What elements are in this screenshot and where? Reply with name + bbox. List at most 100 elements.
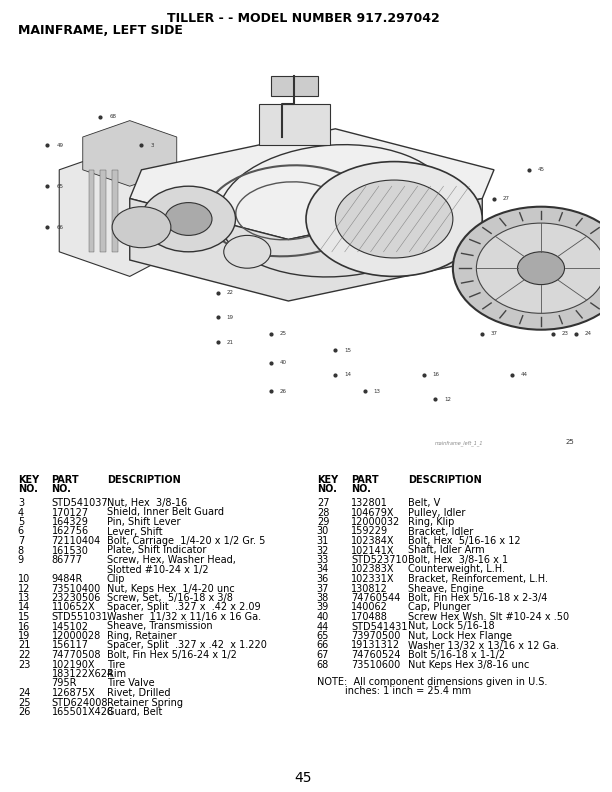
Text: Nut, Lock Hex Flange: Nut, Lock Hex Flange [408, 631, 512, 641]
Text: Counterweight, L.H.: Counterweight, L.H. [408, 565, 505, 574]
Text: 68: 68 [317, 660, 329, 669]
Text: 14: 14 [18, 603, 30, 612]
Text: Clip: Clip [107, 574, 125, 584]
Text: Sheave, Transmission: Sheave, Transmission [107, 622, 212, 631]
Text: Rivet, Drilled: Rivet, Drilled [107, 688, 170, 698]
Text: 162756: 162756 [51, 527, 89, 536]
Text: Shaft, Idler Arm: Shaft, Idler Arm [408, 546, 485, 555]
Text: DESCRIPTION: DESCRIPTION [107, 475, 181, 485]
Text: NOTE:  All component dimensions given in U.S.: NOTE: All component dimensions given in … [317, 677, 547, 687]
Text: KEY: KEY [18, 475, 39, 485]
Circle shape [141, 186, 236, 252]
Text: 44: 44 [317, 622, 329, 631]
Text: mainframe_left_1_1: mainframe_left_1_1 [435, 440, 483, 446]
Text: PART: PART [51, 475, 79, 485]
Text: 25: 25 [280, 331, 286, 337]
Text: 16: 16 [18, 622, 30, 631]
Polygon shape [59, 145, 177, 276]
Text: 12000032: 12000032 [351, 517, 401, 527]
Text: Bolt, Hex  3/8-16 x 1: Bolt, Hex 3/8-16 x 1 [408, 555, 508, 565]
Text: Tire: Tire [107, 660, 125, 669]
Text: 19131312: 19131312 [351, 641, 401, 650]
Text: NO.: NO. [351, 484, 371, 494]
Text: 36: 36 [317, 574, 329, 584]
Text: Shield, Inner Belt Guard: Shield, Inner Belt Guard [107, 508, 224, 517]
Text: 6: 6 [18, 527, 24, 536]
Text: 102141X: 102141X [351, 546, 395, 555]
Text: 13: 13 [373, 389, 381, 394]
Text: 159229: 159229 [351, 527, 389, 536]
Text: 86777: 86777 [51, 555, 83, 565]
Text: Tire Valve: Tire Valve [107, 679, 155, 688]
Text: 170488: 170488 [351, 612, 389, 622]
Text: 49: 49 [56, 143, 63, 147]
Text: Pulley, Idler: Pulley, Idler [408, 508, 465, 517]
Text: 65: 65 [56, 184, 63, 188]
Text: 74760544: 74760544 [351, 593, 401, 603]
Text: Bracket, Reinforcement, L.H.: Bracket, Reinforcement, L.H. [408, 574, 548, 584]
Text: PART: PART [351, 475, 379, 485]
Polygon shape [271, 75, 318, 96]
Text: 145102: 145102 [51, 622, 89, 631]
Text: 68: 68 [109, 114, 116, 119]
Text: 156117: 156117 [51, 641, 89, 650]
Text: 13: 13 [18, 593, 30, 603]
Polygon shape [130, 199, 482, 301]
Text: 102384X: 102384X [351, 536, 395, 546]
Text: Spacer, Split  .327 x  .42 x 2.09: Spacer, Split .327 x .42 x 2.09 [107, 603, 261, 612]
Text: DESCRIPTION: DESCRIPTION [408, 475, 482, 485]
Text: 29: 29 [317, 517, 329, 527]
Text: 14: 14 [344, 372, 351, 377]
Text: Slotted #10-24 x 1/2: Slotted #10-24 x 1/2 [107, 565, 209, 574]
Text: Washer 13/32 x 13/16 x 12 Ga.: Washer 13/32 x 13/16 x 12 Ga. [408, 641, 559, 650]
Text: 140062: 140062 [351, 603, 389, 612]
Text: 4: 4 [18, 508, 24, 517]
Text: Spacer, Split  .327 x .42  x 1.220: Spacer, Split .327 x .42 x 1.220 [107, 641, 267, 650]
Text: 102383X: 102383X [351, 565, 395, 574]
Text: 74760524: 74760524 [351, 650, 401, 660]
Text: 72110404: 72110404 [51, 536, 101, 546]
Polygon shape [130, 129, 494, 239]
Ellipse shape [306, 162, 482, 276]
Text: Bracket, Idler: Bracket, Idler [408, 527, 473, 536]
Text: Sheave, Engine: Sheave, Engine [408, 584, 483, 593]
Text: STD551031: STD551031 [51, 612, 108, 622]
Ellipse shape [335, 180, 453, 258]
Text: MAINFRAME, LEFT SIDE: MAINFRAME, LEFT SIDE [18, 24, 183, 36]
Text: Screw, Set,  5/16-18 x 3/8: Screw, Set, 5/16-18 x 3/8 [107, 593, 233, 603]
Text: 28: 28 [317, 508, 329, 517]
Text: 19: 19 [18, 631, 30, 641]
Text: 45: 45 [538, 167, 545, 173]
Text: 3: 3 [18, 498, 24, 508]
Polygon shape [100, 169, 106, 252]
Text: 24: 24 [18, 688, 30, 698]
Text: Lever, Shift: Lever, Shift [107, 527, 163, 536]
Text: Retainer Spring: Retainer Spring [107, 698, 183, 707]
Text: 15: 15 [18, 612, 30, 622]
Text: 19: 19 [226, 315, 234, 320]
Text: 23230506: 23230506 [51, 593, 101, 603]
Text: Plate, Shift Indicator: Plate, Shift Indicator [107, 546, 206, 555]
Text: Bolt 5/16-18 x 1-1/2: Bolt 5/16-18 x 1-1/2 [408, 650, 505, 660]
Text: Bolt, Fin Hex 5/16-18 x 2-3/4: Bolt, Fin Hex 5/16-18 x 2-3/4 [408, 593, 547, 603]
Text: Nut, Lock 5/16-18: Nut, Lock 5/16-18 [408, 622, 494, 631]
Text: 67: 67 [317, 650, 329, 660]
Text: Washer  11/32 x 11/16 x 16 Ga.: Washer 11/32 x 11/16 x 16 Ga. [107, 612, 261, 622]
Text: 73970500: 73970500 [351, 631, 401, 641]
Text: 33: 33 [317, 555, 329, 565]
Text: 21: 21 [18, 641, 30, 650]
Text: 132801: 132801 [351, 498, 389, 508]
Text: 12: 12 [18, 584, 30, 593]
Text: 26: 26 [280, 389, 286, 394]
Text: 12: 12 [444, 397, 451, 402]
Text: 38: 38 [317, 593, 329, 603]
Text: Guard, Belt: Guard, Belt [107, 707, 162, 717]
Text: STD523710: STD523710 [351, 555, 408, 565]
Text: 3: 3 [151, 143, 154, 147]
Text: 25: 25 [566, 440, 575, 445]
Polygon shape [89, 169, 94, 252]
Text: Bolt, Hex  5/16-16 x 12: Bolt, Hex 5/16-16 x 12 [408, 536, 520, 546]
Text: Belt, V: Belt, V [408, 498, 440, 508]
Text: Screw, Hex, Washer Head,: Screw, Hex, Washer Head, [107, 555, 236, 565]
Text: 74770508: 74770508 [51, 650, 101, 660]
